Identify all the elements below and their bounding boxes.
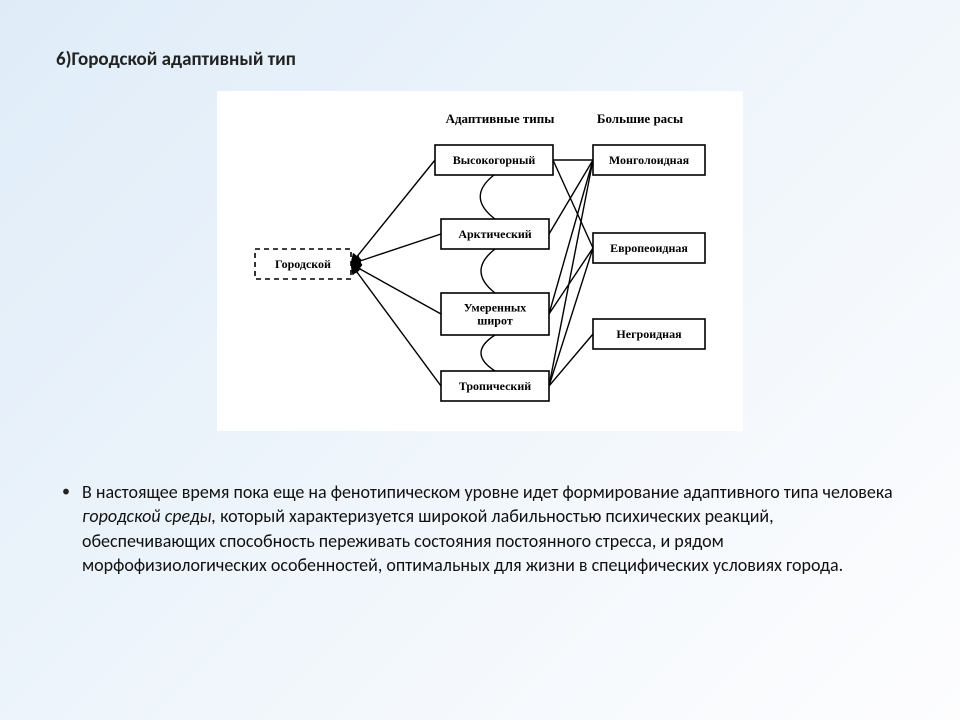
diagram-node-negr: Негроидная bbox=[593, 319, 705, 349]
bullet-item: • В настоящее время пока еще на фенотипи… bbox=[56, 480, 904, 577]
diagram-node-label: Арктический bbox=[458, 227, 531, 241]
diagram-edge bbox=[549, 334, 593, 386]
diagram-panel: Адаптивные типы Большие расы Городской Высо… bbox=[217, 91, 743, 431]
diagram-container: Адаптивные типы Большие расы Городской Высо… bbox=[56, 91, 904, 436]
diagram-node-vysok: Высокогорный bbox=[435, 145, 553, 175]
slide-title: 6)Городской адаптивный тип bbox=[56, 48, 904, 71]
adaptive-types-network-diagram: Адаптивные типы Большие расы Городской Высо… bbox=[225, 101, 725, 421]
diagram-node-label: Городской bbox=[275, 257, 331, 271]
diagram-edge bbox=[549, 160, 593, 386]
diagram-node-label: Высокогорный bbox=[453, 153, 536, 167]
diagram-node-label: Умеренных bbox=[464, 300, 527, 314]
diagram-node-label: Негроидная bbox=[616, 327, 682, 341]
bullet-icon: • bbox=[62, 480, 70, 504]
diagram-edge bbox=[549, 248, 593, 314]
diagram-node-umer: Умеренныхширот bbox=[441, 293, 549, 335]
diagram-edge bbox=[351, 264, 441, 386]
diagram-node-label: Монголоидная bbox=[609, 153, 690, 167]
diagram-edge bbox=[481, 249, 495, 293]
diagram-node-label: широт bbox=[477, 313, 513, 327]
diagram-edge bbox=[480, 175, 495, 219]
column-label: Адаптивные типы bbox=[446, 111, 555, 126]
diagram-node-label: Тропический bbox=[459, 379, 531, 393]
slide: 6)Городской адаптивный тип Адаптивные ти… bbox=[0, 0, 960, 720]
diagram-node-trop: Тропический bbox=[441, 371, 549, 401]
diagram-edge bbox=[351, 234, 441, 264]
diagram-edge bbox=[549, 248, 593, 386]
diagram-edge bbox=[351, 160, 435, 264]
column-label: Большие расы bbox=[597, 111, 683, 126]
diagram-edge bbox=[481, 335, 495, 371]
diagram-node-europ: Европеоидная bbox=[593, 233, 705, 263]
bullet-block: • В настоящее время пока еще на фенотипи… bbox=[56, 480, 904, 577]
bullet-text: В настоящее время пока еще на фенотипиче… bbox=[82, 480, 904, 577]
diagram-edge bbox=[549, 160, 593, 314]
diagram-node-gorod: Городской bbox=[255, 249, 351, 279]
diagram-edge bbox=[553, 160, 593, 248]
diagram-node-mongo: Монголоидная bbox=[593, 145, 705, 175]
diagram-edge bbox=[351, 264, 441, 314]
diagram-node-label: Европеоидная bbox=[610, 241, 688, 255]
diagram-node-arkt: Арктический bbox=[441, 219, 549, 249]
